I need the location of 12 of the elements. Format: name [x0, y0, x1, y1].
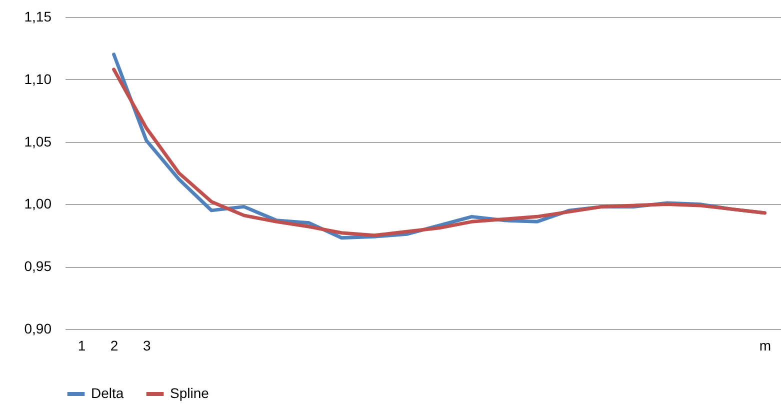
y-tick-label: 0,95 — [24, 258, 52, 274]
x-tick-label: 3 — [142, 338, 151, 354]
x-tick-label: 1 — [78, 338, 86, 354]
y-tick-label: 1,05 — [24, 133, 52, 150]
x-tick-label: m — [759, 338, 772, 354]
y-tick-label: 1,00 — [24, 196, 52, 212]
x-tick-label: 2 — [110, 338, 118, 354]
y-tick-label: 1,15 — [24, 8, 52, 24]
y-tick-label: 0,90 — [24, 320, 52, 336]
legend-label: Spline — [170, 385, 210, 401]
legend-label: Delta — [91, 385, 124, 401]
y-tick-label: 1,10 — [24, 70, 52, 87]
